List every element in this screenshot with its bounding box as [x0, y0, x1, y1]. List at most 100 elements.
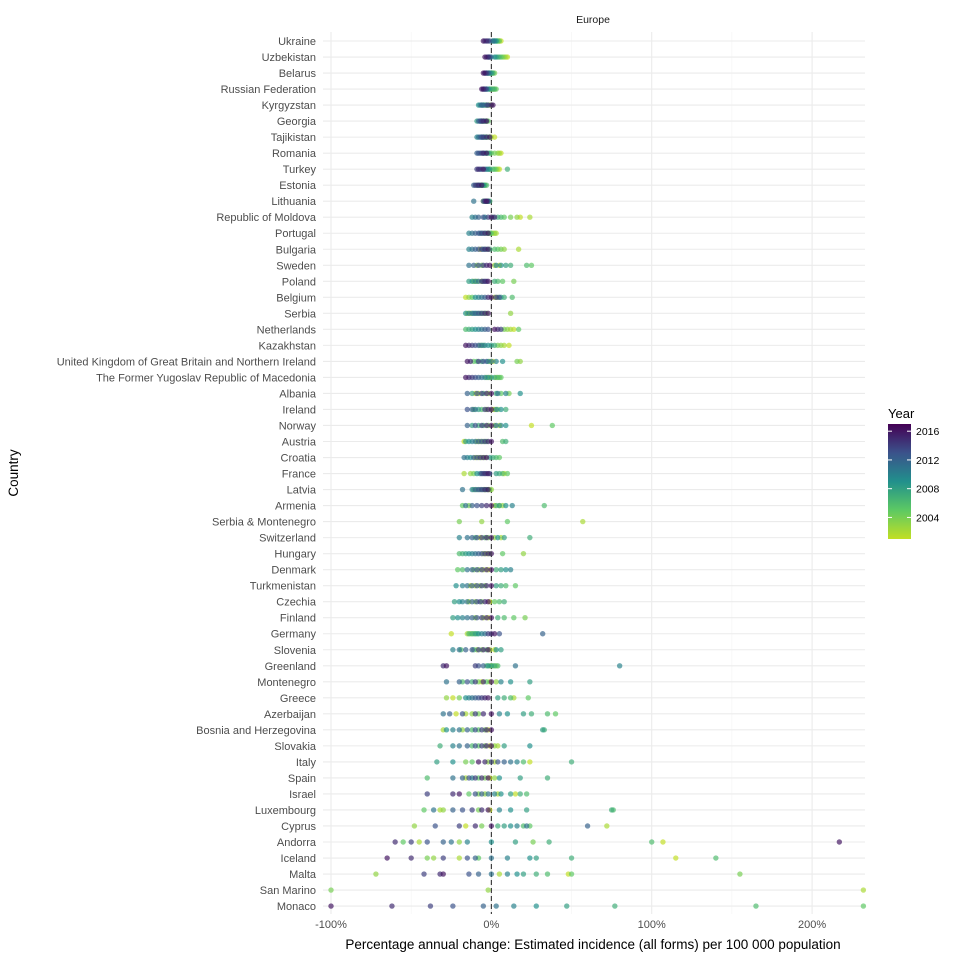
data-point	[488, 390, 495, 397]
data-point	[501, 599, 507, 605]
data-point	[512, 582, 519, 589]
data-point	[464, 839, 471, 845]
data-point	[533, 871, 539, 877]
data-point	[479, 182, 485, 188]
data-point	[493, 358, 499, 365]
data-point	[450, 647, 456, 653]
y-axis-labels: Ukraine Uzbekistan Belarus Russian Federati…	[57, 36, 317, 913]
y-tick-label: Monaco	[277, 901, 316, 913]
data-point	[483, 198, 490, 204]
data-point	[466, 262, 472, 268]
data-point	[493, 566, 499, 573]
data-point	[499, 550, 506, 557]
data-point	[501, 759, 507, 765]
data-point	[469, 647, 475, 653]
data-point	[488, 534, 495, 541]
data-point	[459, 599, 466, 605]
y-tick-label: Belarus	[279, 68, 317, 80]
data-point	[539, 727, 546, 733]
data-point	[450, 903, 456, 909]
data-point	[528, 262, 535, 268]
data-point	[533, 903, 539, 909]
data-point	[472, 791, 479, 797]
data-point	[488, 566, 495, 573]
y-tick-label: Bulgaria	[276, 244, 317, 256]
data-point	[507, 679, 514, 685]
data-point	[483, 534, 490, 541]
data-point	[424, 855, 430, 861]
data-point	[421, 871, 427, 877]
data-point	[440, 871, 446, 877]
data-point	[483, 727, 490, 733]
data-point	[491, 599, 498, 605]
data-point	[493, 294, 499, 301]
data-point	[737, 871, 743, 877]
data-point	[485, 230, 491, 236]
y-tick-label: Luxembourg	[255, 805, 316, 817]
data-point	[488, 406, 495, 413]
data-point	[673, 855, 679, 861]
data-point	[485, 246, 491, 252]
data-point	[480, 70, 487, 76]
data-point	[507, 566, 514, 573]
data-point	[456, 727, 463, 733]
y-tick-label: Israel	[289, 789, 316, 801]
y-tick-label: Italy	[296, 757, 317, 769]
data-point	[836, 839, 843, 845]
data-point	[498, 566, 504, 573]
data-point	[466, 871, 472, 877]
data-point	[463, 759, 469, 765]
data-point	[463, 342, 469, 349]
data-point	[464, 358, 471, 365]
data-point	[472, 823, 479, 829]
data-point	[504, 871, 511, 877]
data-point	[580, 518, 586, 525]
data-point	[512, 791, 519, 797]
data-point	[493, 582, 499, 589]
data-point	[488, 502, 495, 509]
y-tick-label: Cyprus	[281, 821, 316, 833]
data-point	[493, 679, 499, 685]
data-point	[464, 727, 471, 733]
data-point	[496, 502, 503, 509]
data-point	[488, 711, 495, 717]
data-point	[498, 262, 504, 268]
data-point	[498, 647, 504, 653]
data-point	[488, 855, 495, 861]
data-point	[479, 502, 485, 509]
data-point	[474, 502, 480, 509]
data-point	[511, 903, 517, 909]
data-point	[472, 679, 479, 685]
y-tick-label: Estonia	[279, 180, 317, 192]
data-point	[568, 855, 575, 861]
y-tick-label: United Kingdom of Great Britain and Nort…	[57, 356, 316, 368]
data-point	[408, 855, 414, 861]
data-point	[488, 294, 495, 301]
data-point	[485, 807, 491, 813]
data-point	[539, 631, 546, 637]
data-point	[488, 438, 495, 445]
data-point	[464, 599, 471, 605]
data-point	[477, 599, 483, 605]
y-tick-label: Germany	[271, 629, 317, 641]
data-point	[464, 582, 471, 589]
data-point	[568, 759, 575, 765]
data-point	[488, 615, 495, 621]
data-point	[488, 839, 495, 845]
y-tick-label: Montenegro	[257, 677, 316, 689]
data-point	[485, 791, 491, 797]
data-point	[485, 310, 491, 317]
data-point	[450, 615, 456, 621]
data-point	[482, 759, 488, 765]
data-point	[480, 647, 487, 653]
data-point	[506, 342, 512, 349]
data-point	[753, 903, 759, 909]
data-point	[496, 775, 503, 781]
data-point	[491, 791, 498, 797]
legend-tick-label: 2012	[916, 455, 940, 467]
data-point	[483, 422, 490, 429]
data-point	[479, 102, 485, 108]
data-point	[373, 871, 379, 877]
data-point	[411, 823, 418, 829]
